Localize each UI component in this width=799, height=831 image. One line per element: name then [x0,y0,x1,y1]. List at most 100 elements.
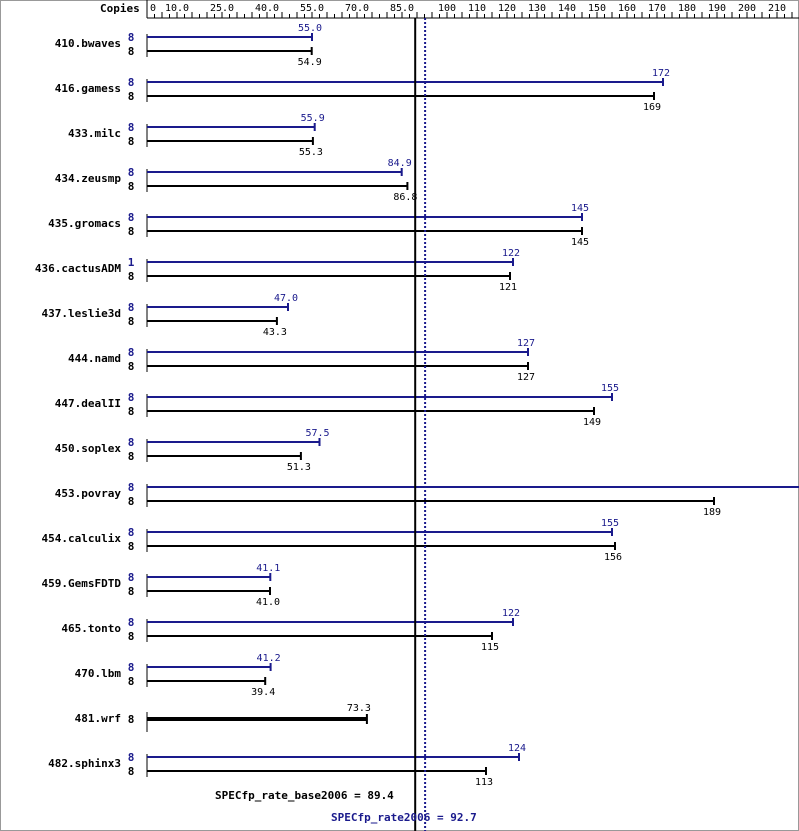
peak-value-label: 84.9 [388,158,412,169]
base-copies-label: 8 [128,315,135,328]
axis-tick-label: 140 [558,3,576,14]
base-value-label: 113 [475,777,493,788]
base-value-label: 145 [571,237,589,248]
benchmark-label: 437.leslie3d [42,307,121,320]
benchmark-row: 459.GemsFDTD 8 41.1 8 41.0 [42,563,281,608]
base-value-label: 189 [703,507,721,518]
axis-tick-label: 210 [768,3,786,14]
peak-copies-label: 8 [128,301,135,314]
peak-copies-label: 8 [128,616,135,629]
peak-copies-label: 8 [128,31,135,44]
benchmark-label: 481.wrf [75,712,121,725]
base-value-label: 121 [499,282,517,293]
base-copies-label: 8 [128,585,135,598]
base-value-label: 41.0 [256,597,280,608]
base-copies-label: 8 [128,675,135,688]
benchmark-label: 410.bwaves [55,37,121,50]
axis-tick-label: 55.0 [300,3,324,14]
benchmark-label: 447.dealII [55,397,121,410]
peak-copies-label: 8 [128,481,135,494]
benchmark-row: 433.milc 8 55.9 8 55.3 [68,113,325,158]
benchmark-row: 450.soplex 8 57.5 8 51.3 [55,428,330,473]
base-value-label: 43.3 [263,327,287,338]
axis-ticks: 0 10.0 25.0 40.0 55.0 70.0 85.0 100 110 120 130 140… [146,3,793,18]
axis-tick-label: 25.0 [210,3,234,14]
peak-value-label: 57.5 [305,428,329,439]
axis-tick-label: 180 [678,3,696,14]
base-copies-label: 8 [128,630,135,643]
peak-value-label: 127 [517,338,535,349]
benchmark-row: 410.bwaves 8 55.0 8 54.9 [55,23,322,68]
benchmark-row: 444.namd 8 127 8 127 [68,338,535,383]
axis-tick-label: 150 [588,3,606,14]
axis-tick-label: 160 [618,3,636,14]
benchmark-row: 453.povray82258189 [55,481,799,518]
benchmark-label: 482.sphinx3 [48,757,121,770]
benchmark-label: 470.lbm [75,667,122,680]
base-copies-label: 8 [128,405,135,418]
peak-copies-label: 8 [128,391,135,404]
peak-value-label: 47.0 [274,293,298,304]
benchmark-label: 444.namd [68,352,121,365]
base-value-label: 115 [481,642,499,653]
base-value-label: 39.4 [251,687,275,698]
summary-peak-label: SPECfp_rate2006 = 92.7 [331,811,477,824]
base-value-label: 73.3 [347,703,371,714]
benchmark-label: 435.gromacs [48,217,121,230]
base-copies-label: 8 [128,540,135,553]
peak-copies-label: 8 [128,346,135,359]
base-copies-label: 8 [128,450,135,463]
benchmark-row: 436.cactusADM 1 122 8 121 [35,248,520,293]
benchmark-row: 482.sphinx3 8 124 8 113 [48,743,526,788]
benchmark-row: 437.leslie3d 8 47.0 8 43.3 [42,293,299,338]
axis-tick-label: 70.0 [345,3,369,14]
base-copies-label: 8 [128,495,135,508]
peak-value-label: 41.1 [256,563,280,574]
peak-copies-label: 8 [128,571,135,584]
base-value-label: 51.3 [287,462,311,473]
peak-value-label: 155 [601,383,619,394]
peak-copies-label: 8 [128,661,135,674]
base-copies-label: 8 [128,45,135,58]
axis-tick-label: 85.0 [390,3,414,14]
peak-value-label: 55.9 [301,113,325,124]
base-value-label: 54.9 [298,57,322,68]
reference-lines [414,18,427,831]
benchmark-row: 435.gromacs 8 145 8 145 [48,203,589,248]
axis-tick-label: 120 [498,3,516,14]
base-value-label: 127 [517,372,535,383]
benchmark-label: 450.soplex [55,442,122,455]
benchmark-label: 416.gamess [55,82,121,95]
peak-copies-label: 8 [128,211,135,224]
axis-tick-label: 40.0 [255,3,279,14]
peak-copies-label: 8 [128,526,135,539]
axis-tick-label: 170 [648,3,666,14]
benchmark-row: 481.wrf 8 73.3 [75,703,371,732]
peak-copies-label: 8 [128,121,135,134]
base-value-label: 86.8 [393,192,417,203]
peak-value-label: 122 [502,608,520,619]
axis-title-copies: Copies [100,2,140,15]
axis-tick-label: 110 [468,3,486,14]
benchmark-row: 465.tonto 8 122 8 115 [61,608,520,653]
base-copies-label: 8 [128,270,135,283]
axis-tick-label: 0 [150,3,156,14]
peak-copies-label: 8 [128,76,135,89]
benchmark-row: 454.calculix 8 155 8 156 [42,518,623,563]
benchmark-row: 470.lbm 8 41.2 8 39.4 [75,653,281,698]
axis-tick-label: 130 [528,3,546,14]
base-copies-label: 8 [128,135,135,148]
benchmark-row: 434.zeusmp 8 84.9 8 86.8 [55,158,418,203]
benchmark-bars: 410.bwaves 8 55.0 8 54.9 416.gamess 8 172 8 169 43… [35,23,799,788]
benchmark-row: 447.dealII 8 155 8 149 [55,383,619,428]
peak-value-label: 41.2 [257,653,281,664]
axis-tick-label: 10.0 [165,3,189,14]
peak-value-label: 55.0 [298,23,322,34]
benchmark-label: 434.zeusmp [55,172,122,185]
benchmark-label: 465.tonto [61,622,121,635]
base-copies-label: 8 [128,225,135,238]
summary-base-label: SPECfp_rate_base2006 = 89.4 [215,789,394,802]
peak-copies-label: 1 [128,256,135,269]
